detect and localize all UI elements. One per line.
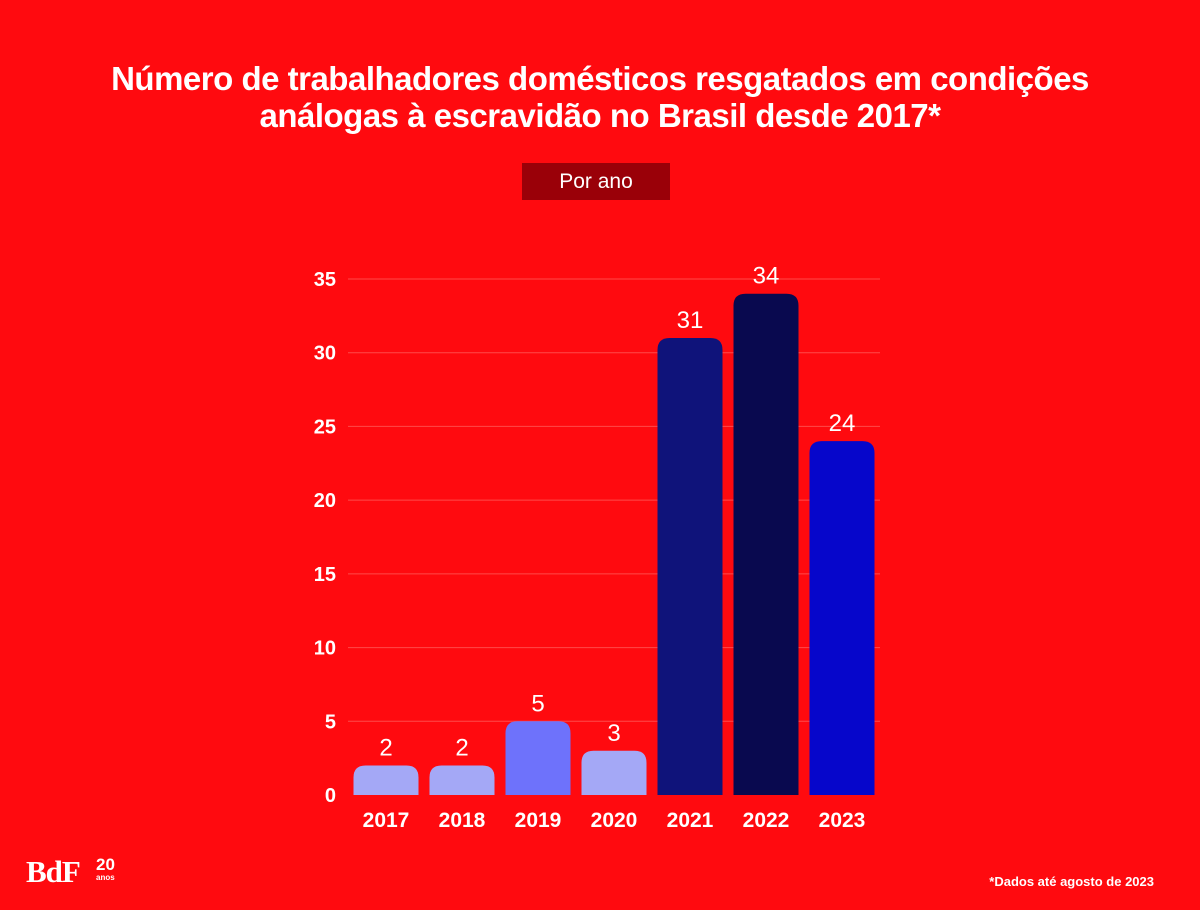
x-tick-label-2020: 2020: [591, 809, 638, 832]
data-label-2020: 3: [607, 720, 620, 747]
data-label-2017: 2: [379, 735, 392, 762]
data-label-2018: 2: [455, 735, 468, 762]
data-label-2021: 31: [677, 307, 704, 334]
y-tick-label: 15: [314, 564, 336, 586]
grid-lines: [348, 278, 880, 722]
x-tick-label-2018: 2018: [439, 809, 486, 832]
chart-title: Número de trabalhadores domésticos resga…: [100, 60, 1100, 134]
brand-logo: BdF: [26, 854, 81, 889]
y-tick-label: 5: [325, 711, 336, 733]
data-labels: 2 2 5 3 31 34 24: [379, 263, 855, 762]
x-tick-label-2023: 2023: [819, 809, 866, 832]
data-label-2023: 24: [829, 410, 856, 437]
y-tick-label: 25: [314, 416, 336, 438]
bar-2021: [657, 337, 723, 795]
bar-2023: [809, 441, 875, 795]
bars: [353, 293, 875, 795]
y-tick-label: 35: [314, 269, 336, 291]
anniversary-badge: 20 anos: [96, 856, 115, 882]
footnote: *Dados até agosto de 2023: [989, 874, 1154, 889]
subtitle-badge: Por ano: [522, 163, 670, 200]
data-label-2019: 5: [531, 690, 544, 717]
y-axis-ticks: 0 5 10 15 20 25 30 35: [314, 269, 336, 807]
x-tick-label-2021: 2021: [667, 809, 714, 832]
bar-2019: [505, 721, 571, 795]
x-tick-label-2017: 2017: [363, 809, 410, 832]
bar-2017: [353, 765, 419, 795]
chart-title-line-1: Número de trabalhadores domésticos resga…: [111, 60, 1089, 97]
x-axis-ticks: 2017 2018 2019 2020 2021 2022 2023: [363, 809, 866, 832]
data-label-2022: 34: [753, 263, 780, 290]
anniversary-number: 20: [96, 855, 115, 874]
x-tick-label-2019: 2019: [515, 809, 562, 832]
y-tick-label: 30: [314, 343, 336, 365]
bar-2022: [733, 293, 799, 795]
bar-2020: [581, 750, 647, 795]
anniversary-text: anos: [96, 873, 115, 882]
bar-2018: [429, 765, 495, 795]
x-tick-label-2022: 2022: [743, 809, 790, 832]
chart-title-line-2: análogas à escravidão no Brasil desde 20…: [259, 97, 941, 134]
y-tick-label: 20: [314, 490, 336, 512]
y-tick-label: 0: [325, 785, 336, 807]
y-tick-label: 10: [314, 638, 336, 660]
